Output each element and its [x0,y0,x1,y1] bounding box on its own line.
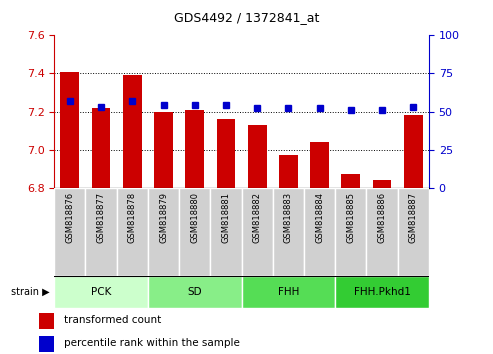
Text: GSM818876: GSM818876 [66,192,74,243]
Text: PCK: PCK [91,287,111,297]
Text: strain ▶: strain ▶ [11,287,49,297]
Bar [54,276,148,308]
Bar [117,188,148,276]
Bar [179,188,211,276]
Bar [148,276,242,308]
Bar [398,188,429,276]
Bar [39,336,54,352]
Bar [248,125,267,188]
Bar [92,108,110,188]
Text: GDS4492 / 1372841_at: GDS4492 / 1372841_at [174,11,319,24]
Bar [148,188,179,276]
Bar [242,276,335,308]
Text: GSM818884: GSM818884 [315,192,324,243]
Bar [123,75,141,188]
Bar [279,155,298,188]
Text: SD: SD [187,287,202,297]
Bar [310,142,329,188]
Bar [185,110,204,188]
Bar [216,119,235,188]
Text: GSM818879: GSM818879 [159,192,168,243]
Bar [211,188,242,276]
Text: FHH: FHH [278,287,299,297]
Text: percentile rank within the sample: percentile rank within the sample [64,338,240,348]
Bar [404,115,423,188]
Text: GSM818878: GSM818878 [128,192,137,243]
Text: GSM818880: GSM818880 [190,192,199,243]
Text: GSM818877: GSM818877 [97,192,106,243]
Bar [373,180,391,188]
Text: GSM818886: GSM818886 [378,192,387,243]
Bar [54,188,85,276]
Text: transformed count: transformed count [64,315,161,325]
Bar [335,188,366,276]
Text: GSM818883: GSM818883 [284,192,293,243]
Bar [342,174,360,188]
Text: GSM818885: GSM818885 [347,192,355,243]
Bar [273,188,304,276]
Bar [61,72,79,188]
Bar [85,188,117,276]
Bar [304,188,335,276]
Bar [366,188,398,276]
Text: FHH.Pkhd1: FHH.Pkhd1 [353,287,411,297]
Bar [39,313,54,329]
Text: GSM818881: GSM818881 [221,192,230,243]
Bar [335,276,429,308]
Text: GSM818882: GSM818882 [253,192,262,243]
Text: GSM818887: GSM818887 [409,192,418,243]
Bar [154,112,173,188]
Bar [242,188,273,276]
